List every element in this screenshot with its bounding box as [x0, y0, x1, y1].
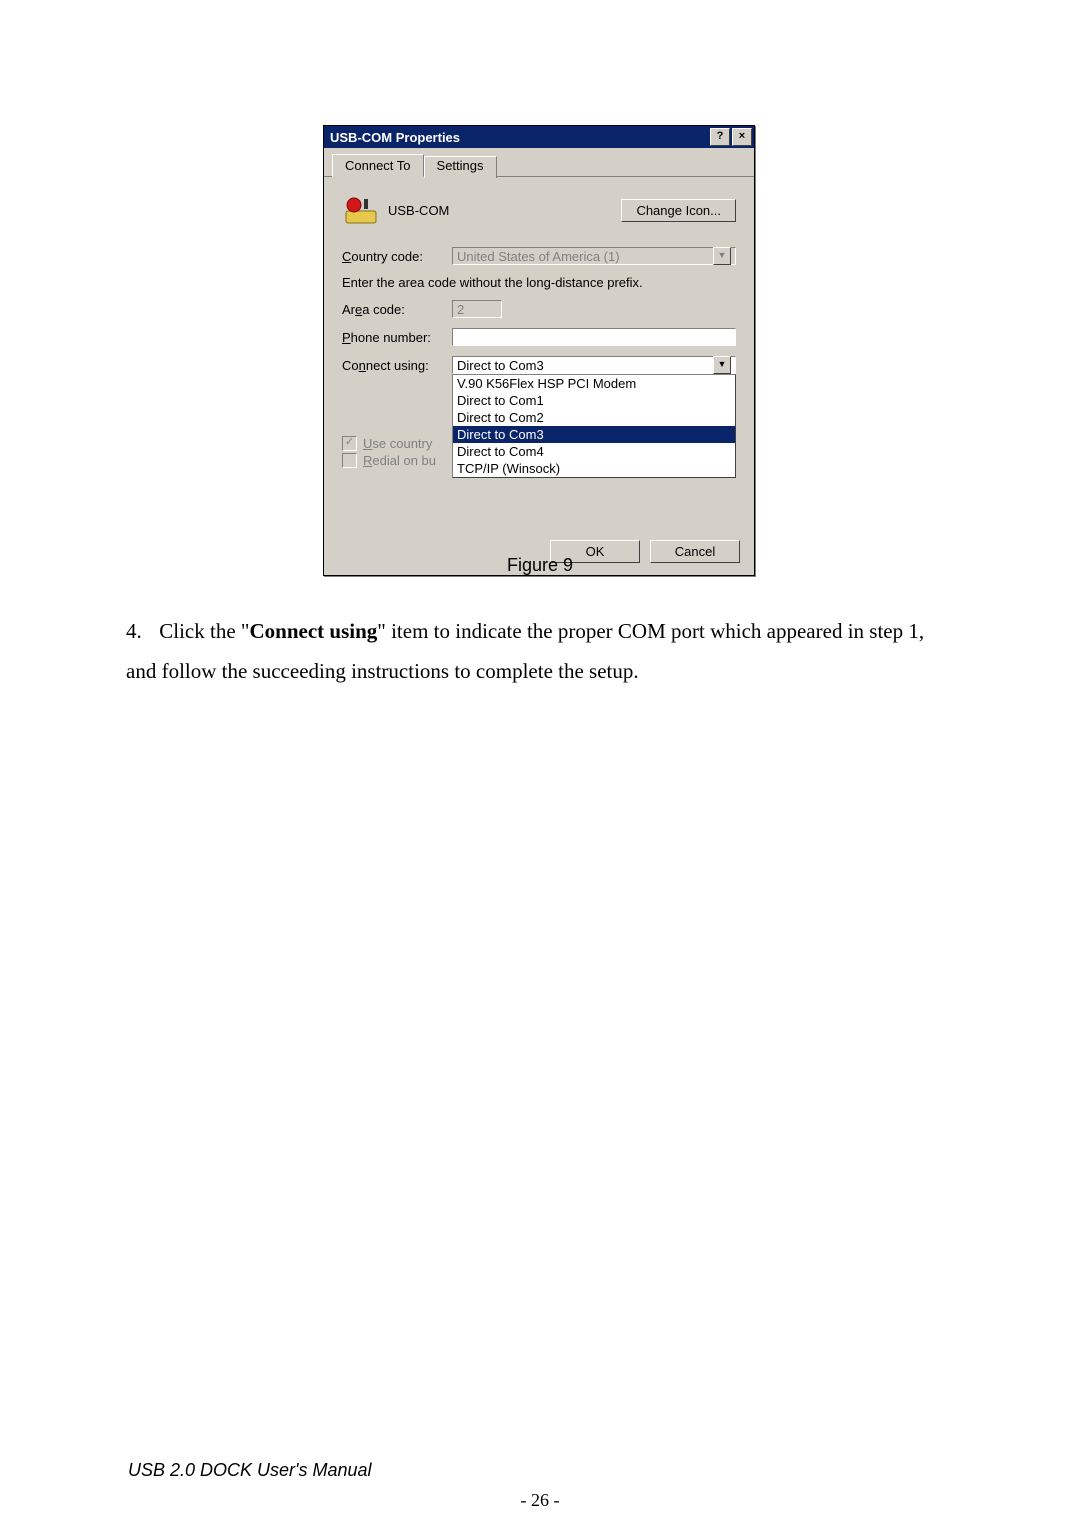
help-icon[interactable]: ? [710, 128, 730, 146]
step-number: 4. [126, 612, 154, 652]
list-item[interactable]: Direct to Com3 [453, 426, 735, 443]
chevron-down-icon: ▼ [713, 247, 731, 265]
tab-settings[interactable]: Settings [424, 156, 497, 178]
step-text-prefix: Click the " [159, 619, 249, 643]
list-item[interactable]: TCP/IP (Winsock) [453, 460, 735, 477]
country-code-label: Country code: [342, 249, 452, 264]
tab-connect-to[interactable]: Connect To [332, 154, 424, 177]
connection-name: USB-COM [388, 203, 621, 218]
use-country-checkbox-row: ✓ Use country [342, 436, 450, 451]
chevron-down-icon[interactable]: ▼ [713, 356, 731, 374]
connect-using-options[interactable]: V.90 K56Flex HSP PCI Modem Direct to Com… [452, 374, 736, 478]
instruction-step: 4. Click the "Connect using" item to ind… [126, 612, 946, 692]
area-code-label: Area code: [342, 302, 452, 317]
area-code-hint: Enter the area code without the long-dis… [342, 275, 736, 290]
list-item[interactable]: Direct to Com4 [453, 443, 735, 460]
connect-using-label: Connect using: [342, 358, 452, 373]
properties-dialog: USB-COM Properties ? × Connect To Settin… [323, 125, 755, 576]
checkbox-icon [342, 453, 357, 468]
change-icon-button[interactable]: Change Icon... [621, 199, 736, 222]
redial-label: Redial on bu [363, 453, 436, 468]
phone-number-field[interactable] [452, 328, 736, 346]
connect-using-select[interactable]: Direct to Com3 ▼ [452, 356, 736, 374]
list-item[interactable]: Direct to Com2 [453, 409, 735, 426]
titlebar[interactable]: USB-COM Properties ? × [324, 126, 754, 148]
use-country-label: Use country [363, 436, 432, 451]
tab-strip: Connect To Settings [324, 148, 754, 177]
country-code-select: United States of America (1) ▼ [452, 247, 736, 265]
step-text-bold: Connect using [249, 619, 377, 643]
area-code-field: 2 [452, 300, 502, 318]
close-icon[interactable]: × [732, 128, 752, 146]
phone-number-label: Phone number: [342, 330, 452, 345]
dialog-title: USB-COM Properties [330, 130, 460, 145]
footer-title: USB 2.0 DOCK User's Manual [128, 1460, 372, 1481]
connection-icon [342, 191, 380, 229]
checkbox-icon: ✓ [342, 436, 357, 451]
figure-caption: Figure 9 [0, 555, 1080, 576]
redial-checkbox-row: Redial on bu [342, 453, 450, 468]
page-number: - 26 - [0, 1490, 1080, 1511]
tab-body: USB-COM Change Icon... Country code: Uni… [324, 177, 754, 530]
list-item[interactable]: V.90 K56Flex HSP PCI Modem [453, 375, 735, 392]
list-item[interactable]: Direct to Com1 [453, 392, 735, 409]
